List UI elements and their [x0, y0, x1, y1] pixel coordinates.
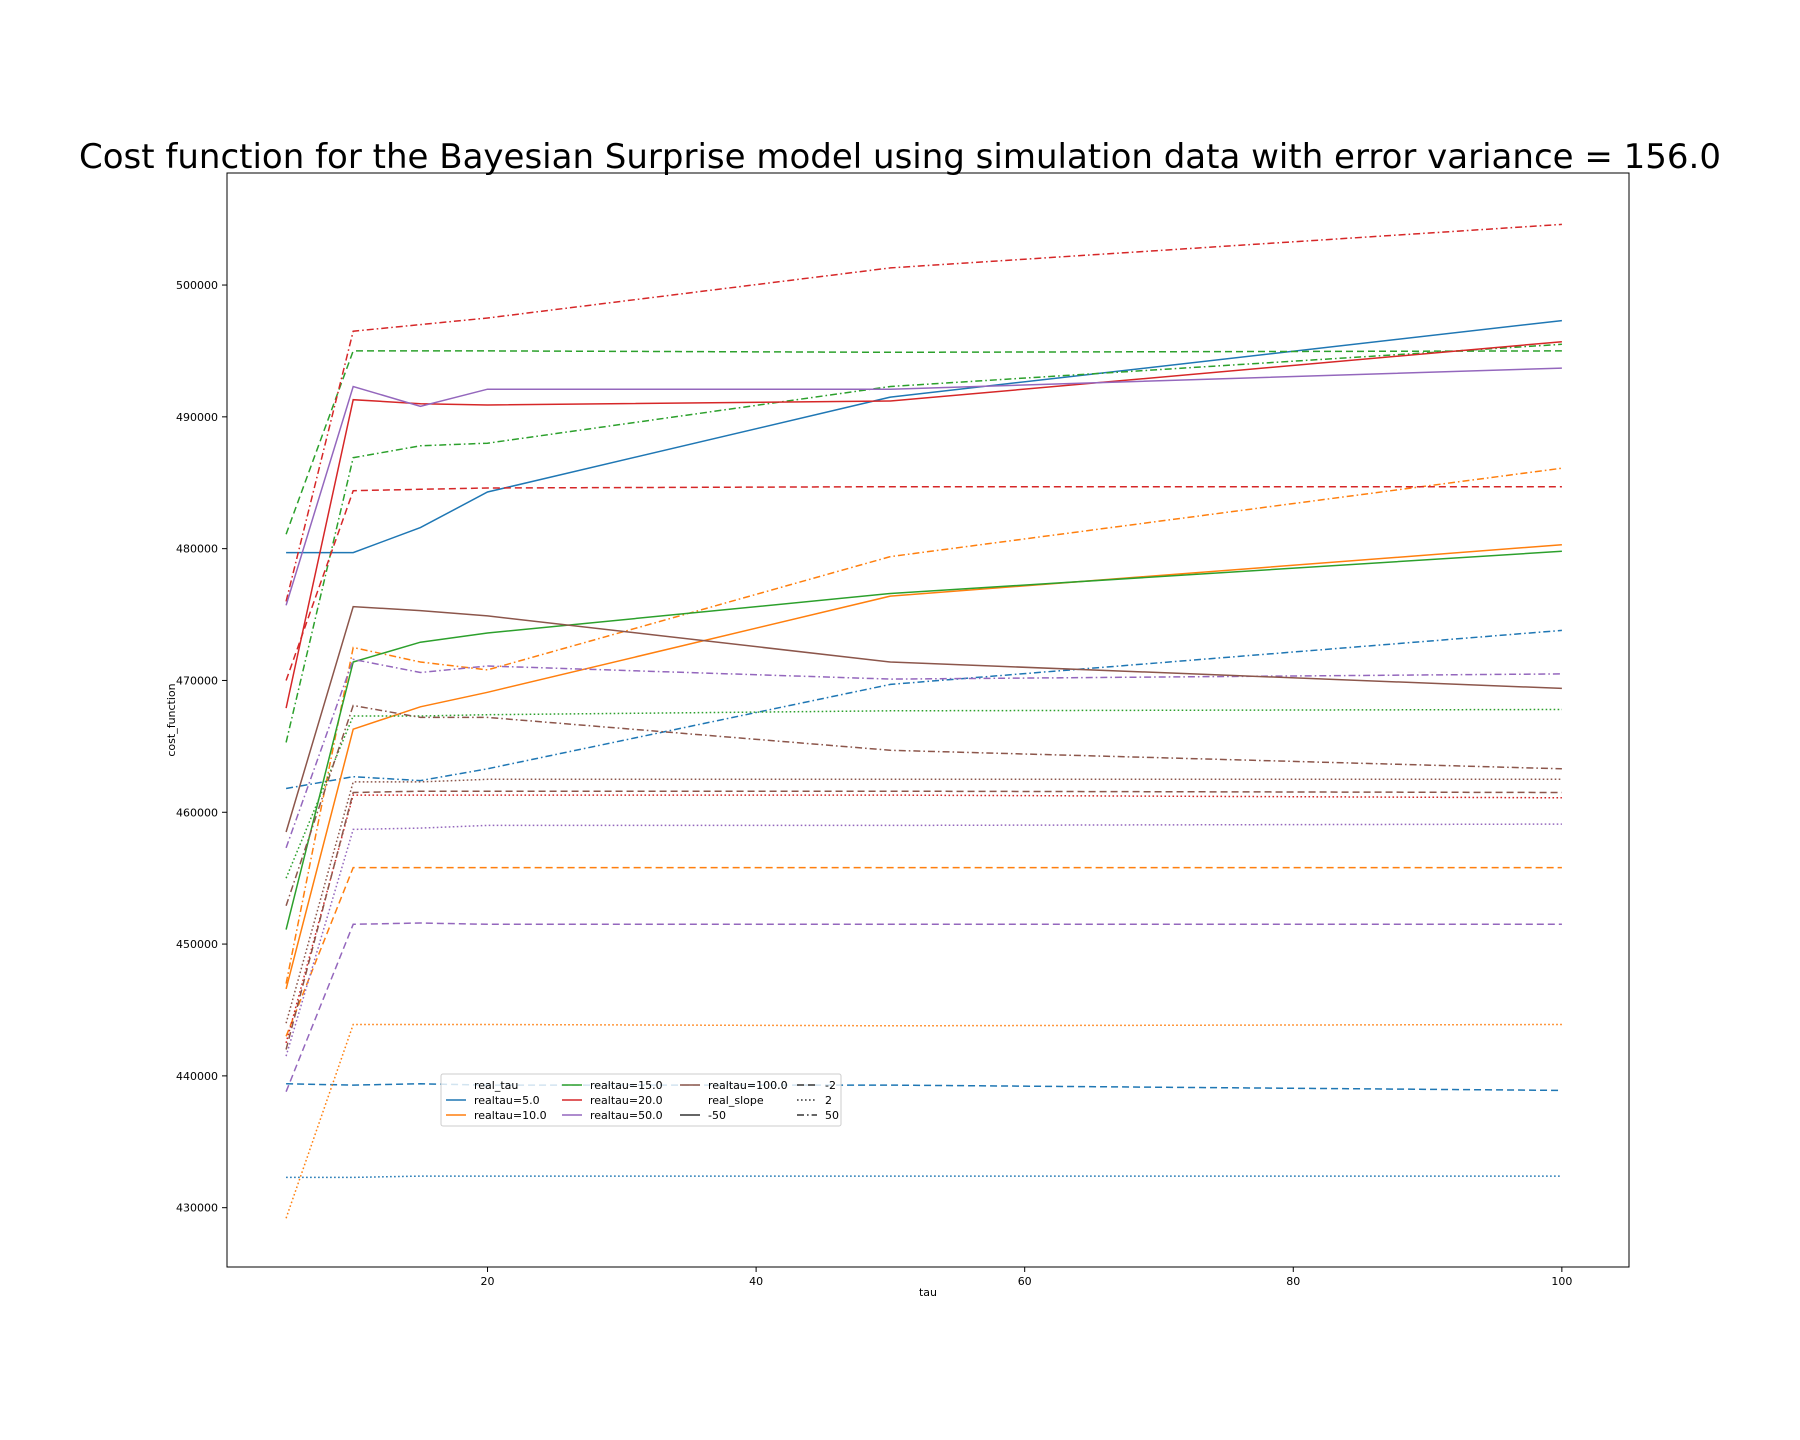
legend-label-1-1: realtau=20.0: [590, 1094, 663, 1107]
series-line-13: [285, 485, 1562, 681]
plot-frame: [226, 172, 1630, 1268]
series-line-22: [285, 778, 1562, 1024]
y-tick-label-1: 440000: [176, 1070, 218, 1083]
x-tick-label-0: 20: [481, 1275, 495, 1288]
x-axis: 20 40 60 80 100: [481, 1267, 1572, 1288]
series-layer: [285, 223, 1562, 1219]
series-line-17: [285, 922, 1562, 1092]
chart-title: Cost function for the Bayesian Surprise …: [79, 137, 1721, 177]
series-line-16: [285, 367, 1562, 606]
y-tick-label-3: 460000: [176, 806, 218, 819]
legend-label-3-1: 2: [825, 1094, 832, 1107]
legend-label-0-1: realtau=5.0: [474, 1094, 540, 1107]
series-line-4: [285, 543, 1562, 990]
series-line-20: [285, 605, 1562, 833]
series-line-0: [286, 319, 1562, 554]
x-tick-label-2: 60: [1018, 1275, 1032, 1288]
legend-label-2-0: realtau=100.0: [708, 1079, 788, 1092]
series-line-21: [285, 790, 1562, 1050]
legend-label-2-2: -50: [708, 1109, 726, 1122]
y-tick-label-2: 450000: [176, 938, 218, 951]
series-line-10: [285, 708, 1562, 879]
series-line-2: [286, 1175, 1562, 1179]
legend: real_tau realtau=5.0 realtau=10.0 realtau=1…: [440, 1073, 842, 1127]
legend-label-3-2: 50: [825, 1109, 839, 1122]
series-line-8: [285, 550, 1562, 930]
series-line-9: [285, 350, 1562, 535]
x-tick-label-3: 80: [1286, 1275, 1300, 1288]
y-axis-label: cost_function: [165, 683, 178, 756]
legend-label-0-2: realtau=10.0: [474, 1109, 547, 1122]
series-line-11: [285, 343, 1562, 743]
legend-label-1-0: realtau=15.0: [590, 1079, 663, 1092]
series-line-15: [285, 223, 1562, 602]
legend-label-0-0: real_tau: [474, 1079, 518, 1092]
series-line-19: [285, 658, 1562, 849]
series-line-14: [285, 794, 1562, 1044]
series-line-12: [285, 340, 1562, 709]
x-tick-label-1: 40: [749, 1275, 763, 1288]
series-line-18: [285, 823, 1562, 1057]
legend-label-2-1: real_slope: [708, 1094, 764, 1107]
x-tick-label-4: 100: [1551, 1275, 1572, 1288]
series-line-5: [285, 866, 1562, 1037]
legend-label-3-0: -2: [825, 1079, 836, 1092]
y-tick-label-7: 500000: [176, 279, 218, 292]
y-tick-label-6: 490000: [176, 411, 218, 424]
y-axis: 430000 440000 450000 460000 470000 480000 4900…: [176, 279, 227, 1215]
series-line-23: [285, 704, 1562, 907]
x-axis-label: tau: [919, 1286, 937, 1299]
legend-frame: [440, 1073, 842, 1127]
y-tick-label-5: 480000: [176, 543, 218, 556]
series-line-7: [285, 467, 1562, 984]
y-tick-label-4: 470000: [176, 674, 218, 687]
y-tick-label-0: 430000: [176, 1202, 218, 1215]
legend-label-1-2: realtau=50.0: [590, 1109, 663, 1122]
